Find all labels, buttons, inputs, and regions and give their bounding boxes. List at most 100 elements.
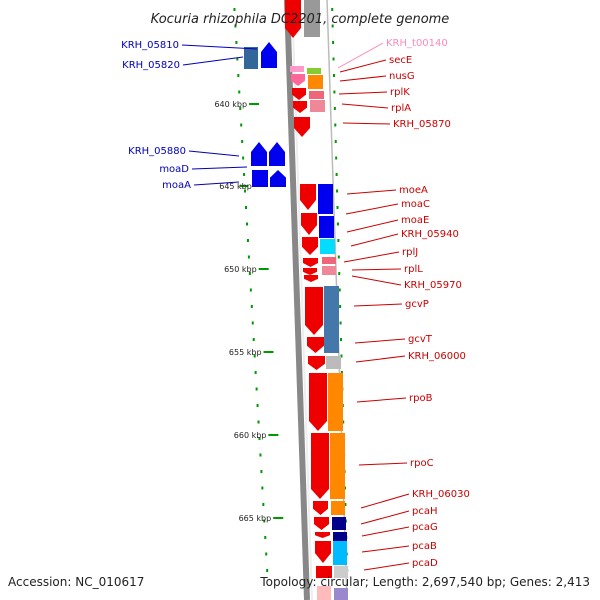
right-dotted-track (338, 288, 341, 292)
right-dotted-track (332, 74, 335, 77)
left-dotted-track (255, 387, 258, 391)
left-dotted-track (242, 156, 245, 160)
right-gene-label: gcvP (405, 299, 429, 310)
right-dotted-track (331, 8, 334, 11)
left-dotted-track (241, 140, 244, 143)
leader-line (182, 56, 244, 66)
left-dotted-track (234, 24, 237, 28)
right-dotted-track (333, 90, 336, 94)
right-gene-label: rplA (391, 103, 411, 114)
right-dotted-track (337, 239, 340, 242)
right-gene-label: pcaG (412, 522, 438, 533)
leader-line (356, 397, 407, 403)
left-dotted-track (257, 420, 260, 424)
gene-arrow-pcaH (314, 517, 329, 530)
left-dotted-track (258, 437, 261, 440)
gene-arrow-rplL-b (304, 275, 318, 282)
right-dotted-track (336, 222, 339, 226)
gene-arrow-gcvT (307, 337, 324, 353)
gene-arrow-KRH_05870 (294, 117, 310, 137)
gene-block-moaD (252, 170, 268, 187)
leader-line (363, 562, 410, 571)
gene-block-KRH_t00140 (290, 66, 304, 72)
left-dotted-track (235, 41, 238, 44)
leader-line (354, 338, 406, 344)
leader-line (360, 493, 410, 509)
right-gene-label: KRH_05970 (404, 280, 462, 291)
right-dotted-track (332, 57, 335, 61)
genome-title: Kocuria rhizophila DC2201, complete geno… (151, 12, 450, 27)
left-dotted-track (247, 255, 250, 259)
gene-arrow-rplK (292, 88, 306, 100)
right-dotted-track (336, 189, 339, 193)
right-gene-label: rplK (390, 87, 410, 98)
left-dotted-track (266, 569, 269, 572)
right-gene-label: KRH_06030 (412, 489, 470, 500)
gene-arrow-moaE (302, 237, 318, 255)
gene-block-moeA (318, 184, 333, 214)
leader-line (337, 42, 384, 69)
left-dotted-track (262, 503, 265, 506)
kbp-tick (240, 185, 248, 187)
left-dotted-track (252, 338, 255, 341)
gene-arrow-KRH_05880b (269, 142, 285, 166)
kbp-label: 660 kbp (234, 431, 267, 440)
leader-line (361, 526, 410, 537)
gene-block-bottom (317, 586, 331, 600)
left-gene-label: KRH_05820 (122, 60, 180, 71)
gene-arrow-KRH_05820 (261, 42, 277, 68)
leader-line (350, 233, 399, 247)
left-dotted-track (250, 305, 253, 308)
gene-arrow-moaC (301, 213, 317, 235)
left-gene-label: moaD (159, 164, 189, 175)
gene-block-pcaD-b (334, 566, 348, 578)
right-dotted-track (335, 173, 338, 176)
gene-block-pcaB (333, 541, 347, 565)
left-dotted-track (265, 552, 268, 556)
left-dotted-track (260, 470, 263, 473)
left-dotted-track (263, 519, 266, 523)
gene-block-nusG (308, 75, 323, 89)
right-gene-label: KRH_05940 (401, 229, 459, 240)
leader-line (345, 203, 399, 215)
gene-block-rplK (309, 91, 324, 99)
gene-block-moaE (320, 239, 335, 254)
gene-block-pcaD (316, 566, 332, 578)
right-dotted-track (334, 123, 337, 127)
leader-line (339, 59, 387, 73)
gene-block-rpoB (328, 373, 343, 431)
gene-block-gcvP (324, 286, 339, 353)
right-gene-label: rpoB (409, 393, 433, 404)
right-gene-label: moeA (399, 185, 428, 196)
left-gene-label: moaA (162, 180, 191, 191)
leader-line (355, 355, 406, 363)
left-dotted-track (236, 57, 239, 61)
gene-block-rplA (310, 100, 325, 112)
leader-line (361, 545, 410, 553)
right-dotted-track (344, 503, 347, 506)
left-dotted-track (239, 107, 242, 110)
right-gene-label: secE (389, 55, 412, 66)
right-gene-label: pcaH (412, 506, 438, 517)
gene-block-KRH_05810 (244, 47, 258, 69)
left-gene-label: KRH_05880 (128, 146, 186, 157)
right-dotted-track (331, 24, 334, 28)
kbp-label: 640 kbp (214, 100, 247, 109)
gene-arrow-rplA (293, 101, 307, 113)
right-dotted-track (339, 305, 342, 308)
right-dotted-track (340, 338, 343, 341)
left-dotted-track (238, 90, 241, 94)
gene-block-moaC (319, 216, 334, 238)
gene-arrow-rplJ (303, 258, 318, 267)
leader-line (338, 91, 388, 95)
gene-arrow-KRH_05880 (251, 142, 267, 166)
leader-line (343, 251, 400, 263)
gene-arrow-rpoB (309, 373, 327, 431)
leader-line (188, 150, 240, 157)
leader-line (360, 510, 410, 525)
kbp-label: 665 kbp (239, 514, 272, 523)
gene-block-pcaH (332, 517, 346, 530)
leader-line (193, 181, 240, 186)
gene-block-pcaG (333, 532, 347, 542)
